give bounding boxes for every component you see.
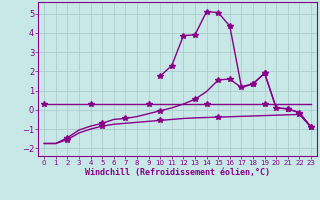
X-axis label: Windchill (Refroidissement éolien,°C): Windchill (Refroidissement éolien,°C) (85, 168, 270, 177)
